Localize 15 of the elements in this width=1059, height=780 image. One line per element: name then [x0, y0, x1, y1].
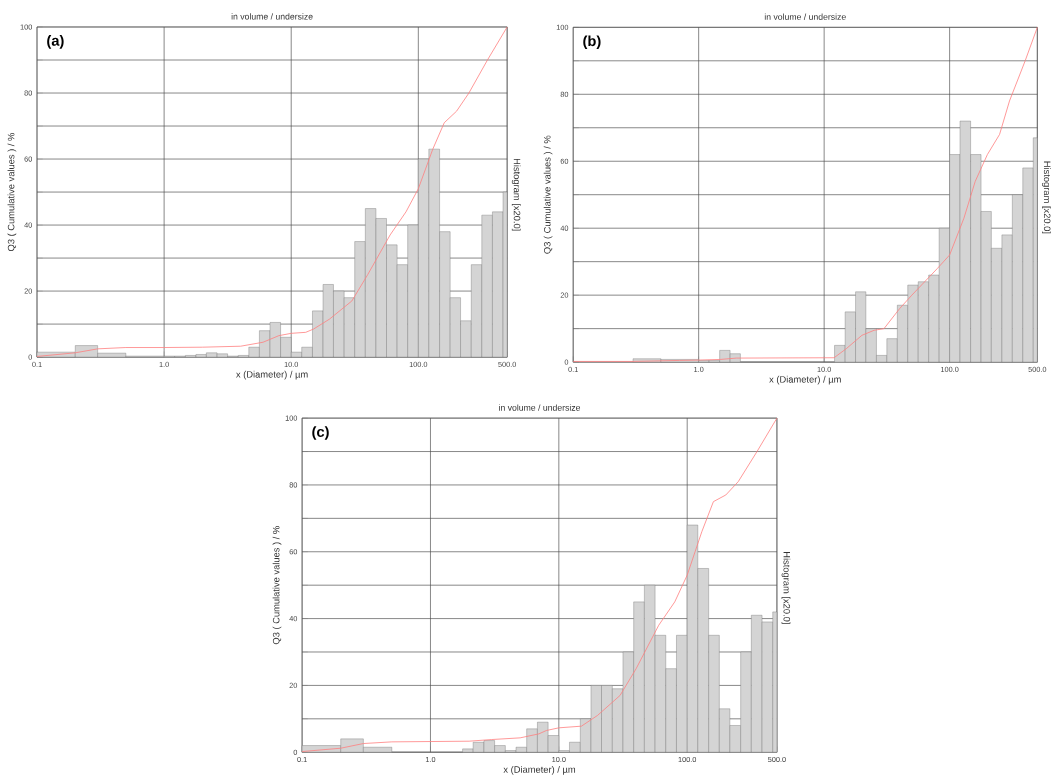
y2-axis-title: Histogram [x20.0]	[781, 551, 791, 624]
y-axis-title: Q3 ( Cumulative values ) / %	[7, 132, 17, 251]
x-axis-title: x (Diameter) / µm	[769, 375, 841, 385]
chart-title: in volume / undersize	[499, 404, 581, 411]
chart-title: in volume / undersize	[231, 13, 313, 20]
annotation: (b)	[583, 35, 601, 49]
annotation: (a)	[47, 34, 64, 49]
y2-axis-title: Histogram [x20.0]	[511, 158, 521, 231]
annotation: (c)	[312, 426, 329, 440]
y2-axis-title: Histogram [x20.0]	[1042, 161, 1051, 234]
y-axis-title: Q3 ( Cumulative values ) / %	[543, 135, 553, 254]
y-axis-title: Q3 ( Cumulative values ) / %	[272, 526, 282, 645]
x-axis-title: x (Diameter) / µm	[503, 765, 576, 775]
chart-title: in volume / undersize	[764, 13, 846, 20]
x-axis-title: x (Diameter) / µm	[236, 370, 308, 380]
